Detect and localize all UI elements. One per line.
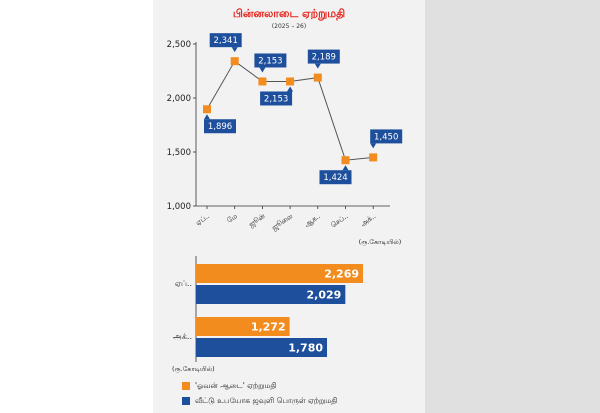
x-tick-label: மே [226, 212, 240, 225]
data-label: 1,424 [323, 173, 347, 183]
callout-pointer [231, 47, 238, 53]
data-point [313, 73, 322, 82]
x-tick-label: செப்.. [330, 212, 350, 229]
bar-value-label: 2,029 [307, 289, 342, 302]
callout-pointer [314, 63, 321, 69]
callout-pointer [204, 114, 210, 120]
x-tick-label: ஜூலை [270, 212, 295, 233]
chart-title: பின்னலாடை ஏற்றுமதி [232, 7, 346, 20]
legend-item-orange: 'ஓவன் ஆடை' ஏற்றுமதி [182, 381, 277, 391]
legend-item-blue: வீட்டு உபயோக ஜவுளி பொருள் ஏற்றுமதி [182, 396, 337, 406]
bar-category-label: அக்.. [173, 332, 192, 341]
bar-value-label: 1,780 [288, 342, 323, 355]
data-label: 2,153 [264, 94, 288, 104]
x-tick-label: ஜூன் [247, 212, 267, 230]
legend-swatch-blue [182, 397, 190, 405]
callout-box [204, 119, 236, 134]
callout-box [209, 33, 242, 48]
bar [196, 317, 290, 336]
series-line [206, 60, 374, 161]
data-point [258, 77, 267, 86]
callout-box [260, 91, 293, 106]
legend-label-orange: 'ஓவன் ஆடை' ஏற்றுமதி [195, 381, 277, 390]
data-point [341, 156, 350, 165]
data-label: 1,450 [374, 132, 398, 142]
bar-category-label: ஏப்.. [175, 279, 192, 288]
side-background [425, 0, 600, 413]
data-label: 2,189 [312, 53, 336, 63]
legend-label-blue: வீட்டு உபயோக ஜவுளி பொருள் ஏற்றுமதி [195, 396, 338, 405]
data-point [230, 57, 239, 66]
y-tick-label: 2,000 [167, 94, 191, 104]
y-tick-label: 1,000 [167, 202, 191, 212]
data-label: 1,896 [208, 122, 232, 132]
x-tick-label: அக்.. [359, 212, 377, 228]
callout-box [307, 49, 340, 64]
callout-box [370, 129, 403, 144]
data-label: 2,153 [258, 56, 282, 66]
bar [196, 285, 346, 304]
callout-pointer [287, 86, 294, 92]
bar-unit-note: (ரூ.கோடியில்) [172, 365, 215, 373]
callout-pointer [342, 165, 349, 171]
callout-pointer [259, 67, 266, 73]
y-tick-label: 1,500 [167, 148, 191, 158]
data-point [369, 153, 378, 162]
chart-subtitle: (2025 – 26) [271, 23, 307, 30]
callout-box [254, 53, 287, 68]
bar-value-label: 1,272 [251, 321, 286, 334]
bar [196, 264, 363, 283]
legend-swatch-orange [182, 382, 190, 390]
data-point [203, 105, 211, 114]
bar-value-label: 2,269 [324, 268, 359, 281]
bar [196, 338, 328, 357]
y-tick-label: 2,500 [167, 40, 191, 50]
data-label: 2,341 [214, 36, 238, 46]
data-point [286, 77, 295, 86]
x-tick-label: ஏப்.. [194, 212, 211, 227]
line-unit-note: (ரூ.கோடியில்) [359, 238, 402, 246]
x-tick-label: ஆக.. [303, 212, 322, 229]
callout-pointer [370, 143, 377, 149]
callout-box [319, 170, 352, 185]
